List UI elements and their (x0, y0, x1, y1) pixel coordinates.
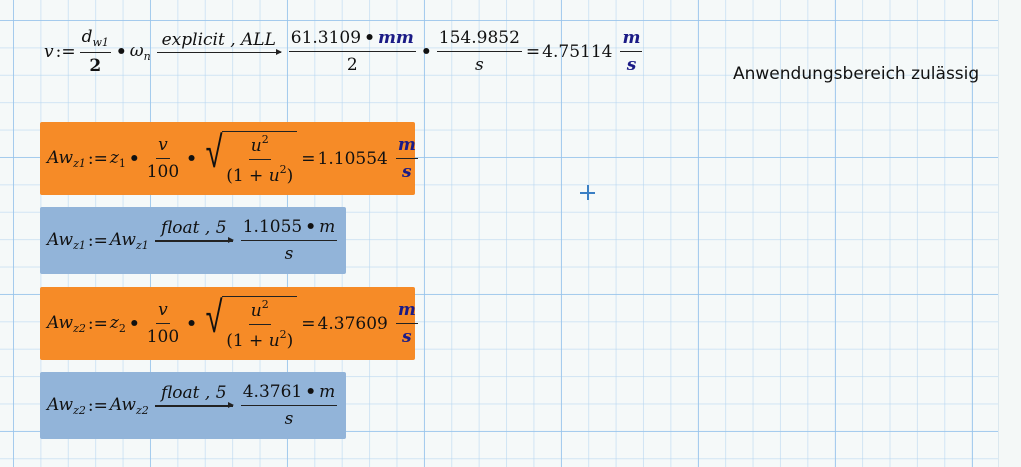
var-z1: z1 (109, 147, 126, 170)
velocity-result: 4.75114 (542, 42, 613, 62)
keyword-float-5: float , 5 (160, 383, 227, 404)
velocity-unit[interactable]: m s (620, 28, 643, 75)
var-aw-z1: Awz1 (47, 147, 86, 170)
aw-z1-unit[interactable]: m s (395, 134, 418, 182)
fraction-rate: 154.9852 s (436, 28, 522, 75)
sqrt-expression: √ u2 (1 + u2) (202, 127, 298, 185)
var-z2: z2 (109, 312, 126, 335)
page-margin (999, 0, 1021, 467)
assign-operator: := (55, 42, 76, 62)
aw-z1-result: 1.10554 (317, 148, 388, 169)
sqrt-icon: √ (205, 127, 223, 179)
fraction-dw1-over-2: dw1 2 (79, 27, 111, 77)
symbolic-arrow-float: float , 5 (154, 218, 234, 262)
sqrt-expression: √ u2 (1 + u2) (202, 292, 298, 350)
aw-z2-float-result: 4.3761 • m s (240, 381, 338, 429)
velocity-equation[interactable]: v := dw1 2 • ωn explicit , ALL 61.3109 • m… (44, 27, 643, 77)
fraction-v-over-100: v 100 (146, 134, 180, 182)
aw-z2-unit[interactable]: m s (395, 299, 418, 347)
symbolic-arrow-float: float , 5 (154, 383, 234, 427)
var-aw-z2: Awz2 (47, 312, 86, 335)
sqrt-icon: √ (205, 292, 223, 344)
aw-z1-float-equation[interactable]: Awz1 := Awz1 float , 5 1.1055 • m s (40, 207, 346, 274)
aw-z2-float-equation[interactable]: Awz2 := Awz2 float , 5 4.3761 • m s (40, 372, 346, 439)
symbolic-arrow-explicit: explicit , ALL (156, 29, 282, 74)
aw-z1-float-result: 1.1055 • m s (240, 216, 338, 264)
keyword-explicit-all: explicit , ALL (161, 29, 276, 50)
var-v: v (44, 42, 54, 62)
fraction-v-over-100: v 100 (146, 299, 180, 347)
note-application-range[interactable]: Anwendungsbereich zulässig (733, 64, 980, 84)
arrow-icon (154, 401, 234, 410)
crosshair-cursor-icon (580, 185, 595, 200)
aw-z2-result: 4.37609 (317, 313, 388, 334)
fraction-symbolic-diameter: 61.3109 • mm 2 (288, 28, 416, 75)
aw-z1-equation[interactable]: Awz1 := z1 • v 100 • √ u2 (1 + u2) = 1.1… (40, 122, 418, 195)
keyword-float-5: float , 5 (160, 218, 227, 239)
multiply-dot: • (115, 42, 127, 62)
arrow-icon (154, 236, 234, 245)
aw-z2-equation[interactable]: Awz2 := z2 • v 100 • √ u2 (1 + u2) = 4.3… (40, 287, 418, 360)
arrow-icon (156, 47, 282, 56)
omega-n: ωn (129, 41, 151, 63)
